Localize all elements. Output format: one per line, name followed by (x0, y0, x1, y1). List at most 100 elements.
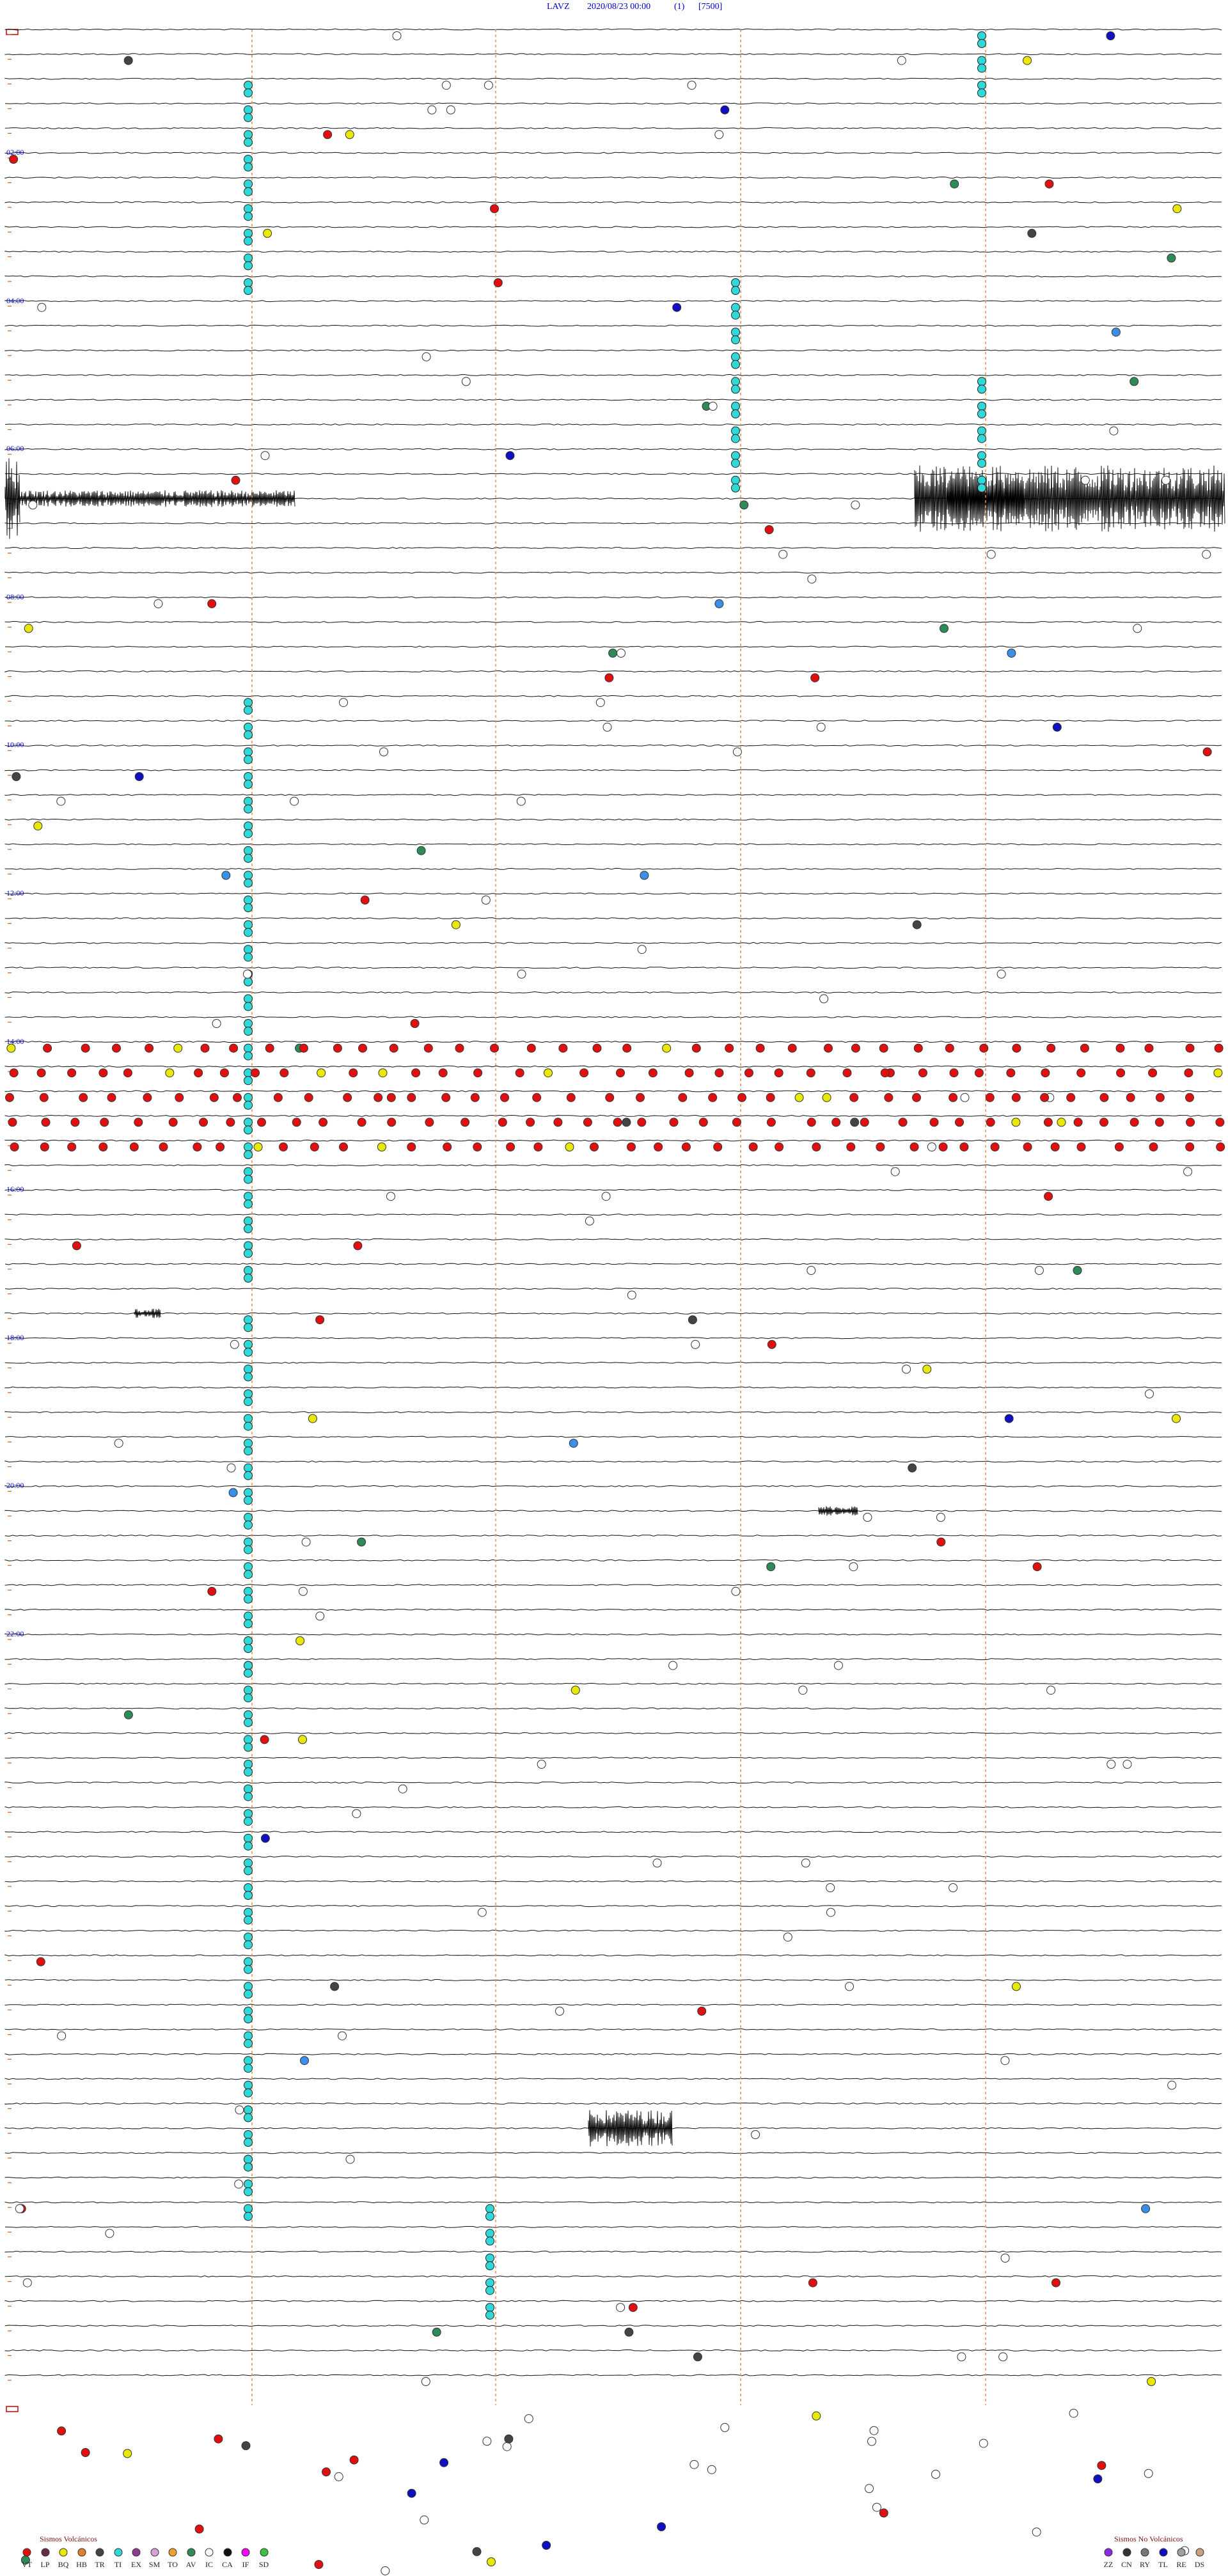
trace-line (4, 1041, 1222, 1043)
event-marker (949, 1883, 958, 1892)
event-marker (24, 624, 33, 633)
event-marker (481, 896, 491, 905)
event-marker-ti (244, 920, 253, 929)
event-marker (731, 1586, 741, 1596)
event-marker (732, 747, 742, 757)
event-marker (1034, 1266, 1044, 1275)
trace-line (4, 818, 1222, 821)
waveform-coda (19, 490, 295, 507)
legend-swatch (205, 2548, 214, 2557)
event-marker-vt (374, 1093, 383, 1102)
event-marker (863, 1513, 872, 1522)
event-marker-ti (244, 1883, 253, 1892)
event-marker-vt (698, 1118, 708, 1127)
event-marker-vt (1080, 1043, 1089, 1053)
event-marker-vt (637, 1118, 647, 1127)
trace-line (4, 201, 1222, 203)
event-marker (672, 303, 682, 312)
event-marker (1080, 475, 1090, 485)
event-marker (849, 1562, 858, 1572)
event-marker-ti (244, 829, 253, 839)
event-marker-ti (244, 1446, 253, 1456)
event-marker-vt (831, 1118, 841, 1127)
event-marker (1202, 747, 1212, 757)
event-marker-vt (1185, 1093, 1194, 1102)
event-marker-vt (319, 1118, 328, 1127)
event-marker-vt (1144, 1043, 1154, 1053)
event-marker-ti (244, 278, 253, 287)
event-marker-ti (485, 2311, 494, 2320)
trace-line (4, 1263, 1222, 1265)
event-marker-vt (460, 1118, 470, 1127)
event-marker-ti (244, 1439, 253, 1448)
event-marker (998, 2352, 1008, 2362)
event-marker (360, 896, 370, 905)
event-marker-vt (725, 1043, 734, 1053)
event-marker-ti (244, 945, 253, 954)
event-marker-ti (244, 2187, 253, 2197)
event-marker-ti (731, 377, 740, 386)
trace-line (4, 324, 1222, 327)
event-marker-ti (244, 2130, 253, 2139)
event-marker-ti (244, 1043, 253, 1053)
event-marker (902, 1364, 911, 1374)
event-marker-ti (244, 755, 253, 764)
event-marker-ti (244, 722, 253, 732)
event-marker-vt (473, 1068, 483, 1078)
event-marker-ti (244, 236, 253, 246)
trace-line (4, 102, 1222, 105)
event-marker-vt (622, 1043, 632, 1053)
legend-swatch (168, 2548, 177, 2557)
event-marker-vt (592, 1043, 602, 1053)
event-marker (1012, 1982, 1021, 1991)
event-marker-ti (244, 1241, 253, 1251)
event-marker-vt (949, 1093, 958, 1102)
event-marker (751, 2130, 760, 2139)
event-marker-ti (244, 1686, 253, 1695)
trace-line (4, 892, 1222, 895)
event-marker (322, 2467, 331, 2477)
legend-code: IC (205, 2560, 213, 2569)
event-marker-ti (244, 1760, 253, 1769)
event-marker (9, 155, 19, 164)
event-marker-ti (977, 426, 986, 436)
event-marker (720, 2422, 730, 2432)
event-marker-vt (199, 1118, 208, 1127)
trace-line (4, 1411, 1222, 1414)
trace-line (4, 2349, 1222, 2351)
event-marker (1167, 2080, 1177, 2090)
event-marker-ti (244, 179, 253, 189)
event-marker-ti (244, 1364, 253, 1374)
legend-nonvolcanic-title: Sismos No Volcánicos (1114, 2534, 1183, 2543)
trace-line (4, 991, 1222, 993)
event-marker (241, 2441, 251, 2451)
event-marker-ti (244, 1521, 253, 1529)
event-marker-vt (986, 1118, 995, 1127)
event-marker (461, 377, 471, 386)
event-marker (231, 475, 240, 485)
event-marker-ti (244, 2105, 253, 2115)
event-marker (516, 796, 526, 806)
event-marker (691, 1339, 700, 1349)
event-marker-vt (251, 1068, 260, 1078)
event-marker-vt (358, 1043, 367, 1053)
trace-line (4, 1139, 1222, 1142)
event-marker-vt (1149, 1142, 1158, 1151)
event-marker-vt (1213, 1068, 1223, 1078)
event-marker-vt (173, 1043, 183, 1053)
event-marker (301, 1537, 311, 1547)
event-marker (640, 871, 649, 880)
event-marker (421, 2377, 430, 2386)
event-marker (1044, 1192, 1053, 1201)
time-label: 06:00 (6, 444, 24, 454)
time-label: 20:00 (6, 1481, 24, 1490)
event-marker (1144, 2469, 1153, 2478)
event-marker-vt (929, 1118, 939, 1127)
event-marker-ti (244, 878, 253, 888)
event-marker-ti (977, 459, 986, 468)
event-marker-vt (1116, 1068, 1126, 1078)
trace-line (4, 1238, 1222, 1240)
event-marker-ti (244, 772, 253, 781)
event-marker-ti (977, 402, 986, 411)
event-marker (604, 673, 614, 683)
